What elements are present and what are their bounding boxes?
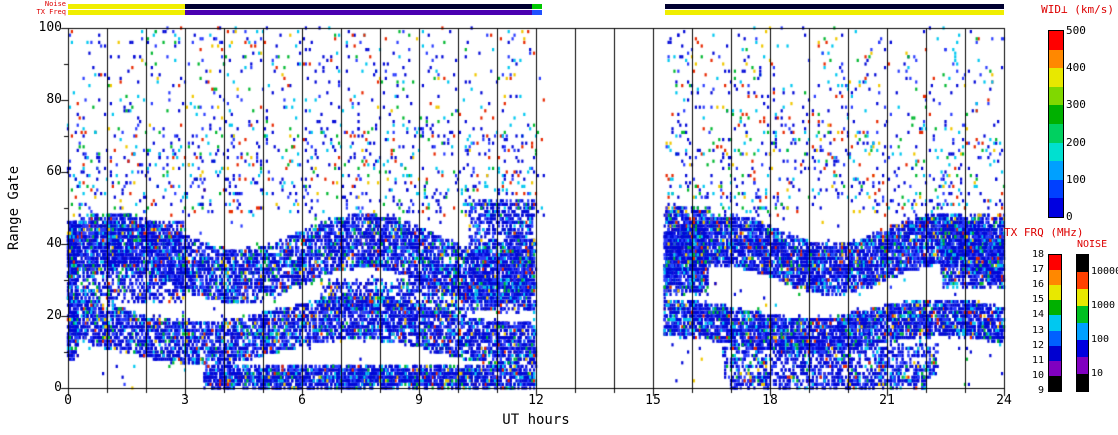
x-tick-label: 24 bbox=[996, 393, 1012, 408]
noise-colorbar-title: NOISE bbox=[1077, 239, 1108, 250]
txfrq-colorbar-block bbox=[1049, 315, 1061, 331]
wid-colorbar-block bbox=[1049, 86, 1063, 106]
txfreq-strip-segment bbox=[68, 10, 185, 15]
txfreq-strip-label: TX Freq bbox=[36, 8, 66, 16]
noise-colorbar-block bbox=[1077, 357, 1088, 374]
x-tick-label: 12 bbox=[528, 393, 544, 408]
wid-colorbar-title: WID⊥ (km/s) bbox=[1041, 3, 1114, 16]
noise-colorbar-block bbox=[1077, 374, 1088, 391]
txfrq-colorbar-tick-label: 10 bbox=[1031, 369, 1044, 381]
wid-colorbar-block bbox=[1049, 142, 1063, 162]
noise-colorbar bbox=[1076, 254, 1089, 392]
wid-colorbar-tick-label: 400 bbox=[1066, 61, 1086, 75]
txfrq-colorbar-tick-label: 17 bbox=[1031, 264, 1044, 276]
noise-strip-label: Noise bbox=[44, 0, 66, 8]
noise-colorbar-block bbox=[1077, 272, 1088, 289]
x-tick-label: 18 bbox=[762, 393, 778, 408]
txfrq-colorbar-block bbox=[1049, 345, 1061, 361]
x-tick-label: 15 bbox=[645, 393, 661, 408]
txfrq-colorbar-block bbox=[1049, 300, 1061, 316]
txfrq-colorbar-tick-label: 13 bbox=[1031, 324, 1044, 336]
txfrq-colorbar-tick-label: 9 bbox=[1037, 385, 1044, 396]
txfrq-colorbar-block bbox=[1049, 255, 1061, 271]
txfrq-colorbar-block bbox=[1049, 330, 1061, 346]
noise-strip-segment bbox=[185, 4, 533, 9]
x-axis-title: UT hours bbox=[502, 412, 570, 428]
noise-strip-segment bbox=[68, 4, 185, 9]
wid-colorbar bbox=[1048, 30, 1064, 218]
wid-colorbar-tick-label: 500 bbox=[1066, 24, 1086, 37]
noise-colorbar-block bbox=[1077, 306, 1088, 323]
noise-status-strip bbox=[68, 4, 1004, 9]
txfrq-colorbar-block bbox=[1049, 360, 1061, 376]
txfrq-colorbar-tick-label: 16 bbox=[1031, 279, 1044, 291]
noise-colorbar-tick-label: 10 bbox=[1091, 368, 1104, 379]
txfreq-strip-segment bbox=[664, 10, 1004, 15]
wid-colorbar-tick-label: 300 bbox=[1066, 98, 1086, 112]
txfrq-colorbar-tick-label: 12 bbox=[1031, 339, 1044, 351]
txfreq-strip-segment bbox=[185, 10, 533, 15]
y-tick-label: 60 bbox=[46, 164, 62, 179]
wid-colorbar-block bbox=[1049, 105, 1063, 124]
wid-colorbar-block bbox=[1049, 179, 1063, 199]
txfrq-colorbar-tick-label: 11 bbox=[1031, 354, 1044, 366]
y-tick-label: 40 bbox=[46, 236, 62, 251]
txfrq-colorbar-tick-label: 15 bbox=[1031, 294, 1044, 306]
y-tick-label: 100 bbox=[38, 20, 62, 35]
txfrq-colorbar-block bbox=[1049, 375, 1061, 391]
txfreq-status-strip bbox=[68, 10, 1004, 15]
noise-strip-segment bbox=[664, 4, 1004, 9]
x-tick-label: 3 bbox=[181, 393, 189, 408]
wid-colorbar-block bbox=[1049, 161, 1063, 180]
y-tick-label: 80 bbox=[46, 92, 62, 107]
wid-colorbar-tick-label: 0 bbox=[1066, 210, 1073, 223]
noise-colorbar-tick-label: 1000 bbox=[1091, 300, 1116, 311]
y-tick-label: 0 bbox=[54, 380, 62, 395]
x-tick-label: 6 bbox=[298, 393, 306, 408]
txfrq-colorbar-tick-label: 14 bbox=[1031, 309, 1044, 321]
txfreq-strip-segment bbox=[532, 10, 542, 15]
wid-colorbar-tick-label: 100 bbox=[1066, 172, 1086, 186]
txfrq-colorbar bbox=[1048, 254, 1062, 392]
y-tick-label: 20 bbox=[46, 308, 62, 323]
x-tick-label: 0 bbox=[64, 393, 72, 408]
x-tick-label: 21 bbox=[879, 393, 895, 408]
noise-colorbar-block bbox=[1077, 289, 1088, 306]
noise-colorbar-tick-label: 100 bbox=[1091, 334, 1110, 345]
wid-colorbar-block bbox=[1049, 198, 1063, 217]
noise-colorbar-block bbox=[1077, 340, 1088, 357]
y-axis-title: Range Gate bbox=[6, 165, 22, 251]
wid-colorbar-block bbox=[1049, 123, 1063, 143]
noise-colorbar-block bbox=[1077, 255, 1088, 272]
txfrq-colorbar-block bbox=[1049, 270, 1061, 286]
noise-colorbar-tick-label: 10000 bbox=[1091, 266, 1118, 277]
txfrq-colorbar-block bbox=[1049, 285, 1061, 301]
wid-colorbar-block bbox=[1049, 31, 1063, 50]
wid-colorbar-block bbox=[1049, 68, 1063, 87]
txfrq-colorbar-title: TX FRQ (MHz) bbox=[1004, 226, 1084, 239]
noise-strip-segment bbox=[532, 4, 542, 9]
x-tick-label: 9 bbox=[415, 393, 423, 408]
noise-colorbar-block bbox=[1077, 323, 1088, 340]
wid-colorbar-tick-label: 200 bbox=[1066, 135, 1086, 149]
wid-colorbar-block bbox=[1049, 49, 1063, 69]
txfrq-colorbar-tick-label: 18 bbox=[1031, 249, 1044, 260]
